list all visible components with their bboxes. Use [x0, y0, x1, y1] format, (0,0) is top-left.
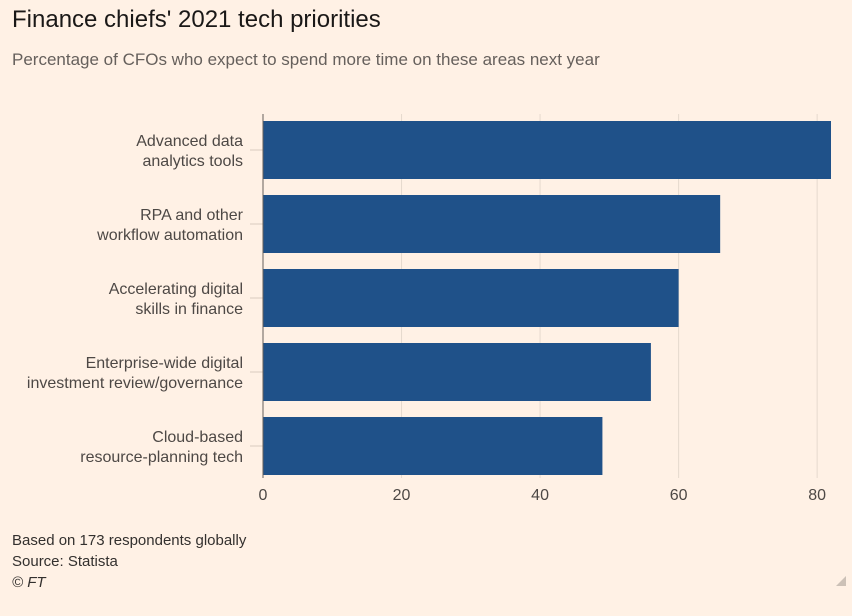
category-label-4-line-1: resource-planning tech: [80, 449, 243, 466]
chart-title: Finance chiefs' 2021 tech priorities: [12, 6, 381, 33]
respondents-note: Based on 173 respondents globally: [12, 532, 247, 549]
category-label-3-line-0: Enterprise-wide digital: [86, 355, 243, 372]
x-tick-label-0: 0: [259, 487, 268, 504]
ft-credit: © FT: [12, 574, 46, 591]
bar-4: [263, 417, 603, 475]
resize-handle-icon: [836, 576, 846, 586]
category-label-0-line-1: analytics tools: [143, 153, 244, 170]
bar-2: [263, 269, 679, 327]
bar-1: [263, 195, 721, 253]
x-tick-label-80: 80: [808, 487, 826, 504]
category-label-2-line-0: Accelerating digital: [109, 281, 243, 298]
category-label-3-line-1: investment review/governance: [27, 375, 243, 392]
x-tick-label-40: 40: [531, 487, 549, 504]
source-note: Source: Statista: [12, 553, 118, 570]
category-label-4-line-0: Cloud-based: [152, 429, 243, 446]
category-label-0-line-0: Advanced data: [136, 133, 243, 150]
category-label-2-line-1: skills in finance: [135, 301, 243, 318]
x-tick-label-60: 60: [670, 487, 688, 504]
category-label-1-line-0: RPA and other: [140, 207, 244, 224]
chart-subtitle: Percentage of CFOs who expect to spend m…: [12, 50, 600, 69]
x-tick-label-20: 20: [393, 487, 411, 504]
bar-3: [263, 343, 651, 401]
bar-0: [263, 121, 831, 179]
bar-chart: Advanced data analytics tools RPA and othe…: [27, 114, 831, 504]
category-label-1-line-1: workflow automation: [96, 227, 243, 244]
